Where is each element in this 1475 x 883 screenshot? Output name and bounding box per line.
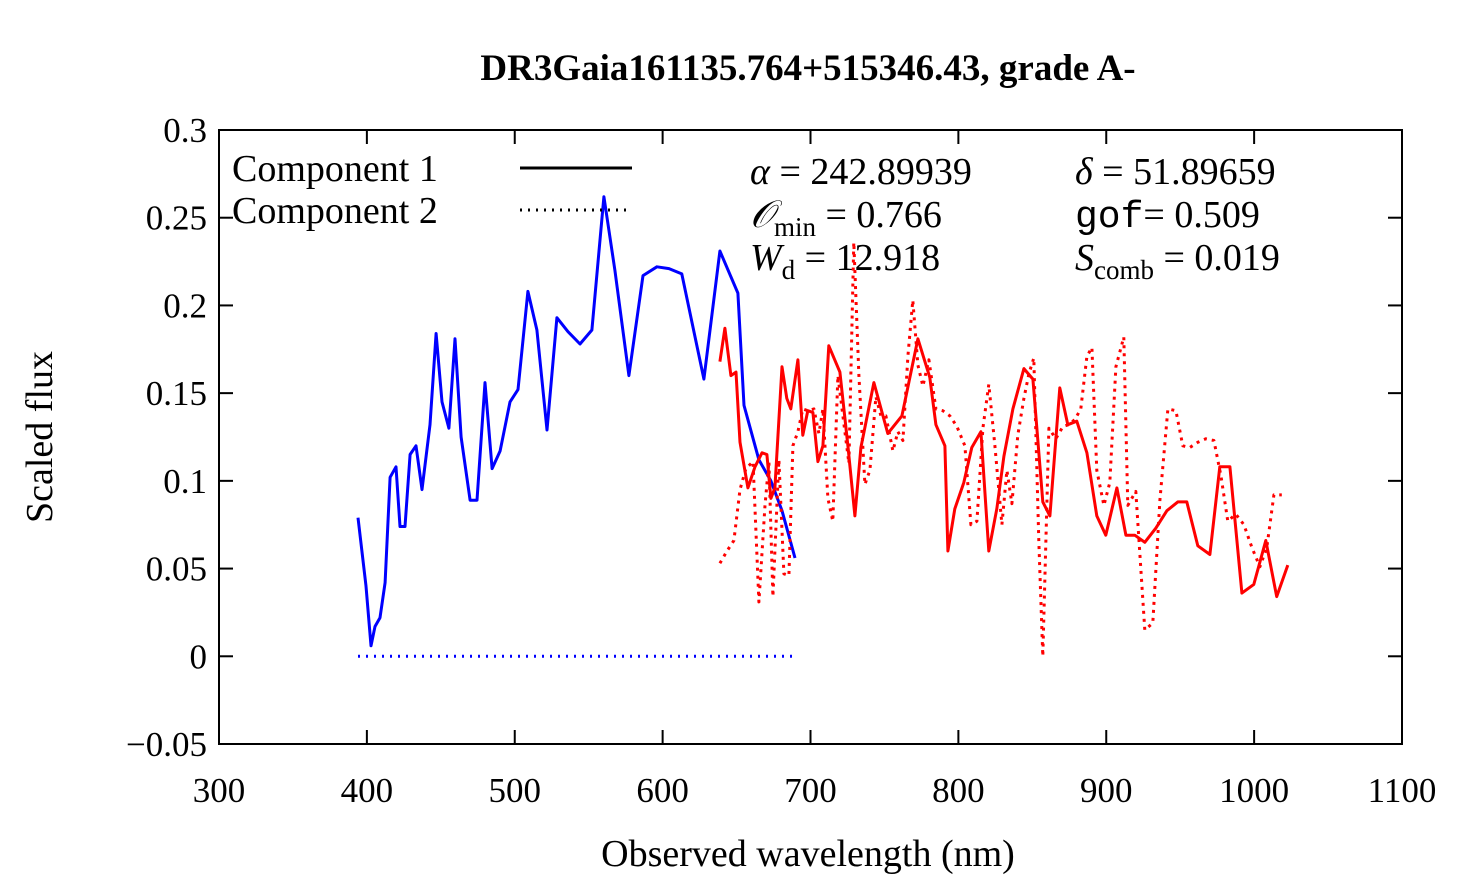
x-tick-label: 500 (489, 771, 542, 810)
annotation: Scomb = 0.019 (1075, 237, 1280, 285)
y-tick-label: 0 (190, 637, 208, 676)
x-tick-label: 1100 (1368, 771, 1437, 810)
y-tick-label: 0.05 (146, 550, 207, 589)
x-tick-label: 700 (784, 771, 837, 810)
annotation-text: = 0.509 (1143, 194, 1259, 236)
annotation: 𝒪min = 0.766 (750, 194, 942, 242)
annotation: δ = 51.89659 (1075, 151, 1276, 193)
x-tick-label: 600 (636, 771, 689, 810)
annotation-text: = 0.766 (816, 194, 942, 236)
y-tick-label: 0.15 (146, 374, 207, 413)
x-tick-label: 900 (1080, 771, 1133, 810)
annotation-text: = 242.89939 (770, 151, 972, 193)
annotation: Wd = 12.918 (750, 237, 940, 285)
annotation-text: = 0.019 (1154, 237, 1280, 279)
annotation: gof= 0.509 (1075, 194, 1260, 239)
x-tick-label: 1000 (1219, 771, 1289, 810)
chart-title: DR3Gaia161135.764+515346.43, grade A- (480, 48, 1135, 89)
y-tick-label: 0.25 (146, 199, 207, 238)
y-tick-label: −0.05 (126, 725, 207, 764)
annotation-subscript: d (782, 255, 796, 285)
x-axis-label: Observed wavelength (nm) (601, 833, 1015, 875)
annotation: α = 242.89939 (750, 151, 972, 193)
y-tick-label: 0.1 (163, 462, 207, 501)
annotation-text: = 51.89659 (1093, 151, 1276, 193)
annotation-symbol: α (750, 151, 771, 193)
annotation-subscript: min (774, 212, 817, 242)
y-axis-label: Scaled flux (19, 351, 61, 523)
y-tick-label: 0.2 (163, 286, 207, 325)
series-line (718, 240, 1282, 658)
x-tick-label: 800 (932, 771, 985, 810)
annotation-symbol: gof (1075, 196, 1143, 239)
x-tick-label: 400 (341, 771, 394, 810)
legend-label: Component 2 (232, 190, 438, 232)
x-tick-label: 300 (193, 771, 246, 810)
y-tick-label: 0.3 (163, 111, 207, 150)
annotations: α = 242.89939 δ = 51.89659 𝒪min = 0.766 gof… (750, 151, 1280, 285)
annotation-symbol: δ (1075, 151, 1094, 193)
annotation-symbol: W (750, 237, 785, 279)
series-line (356, 195, 797, 648)
annotation-subscript: comb (1094, 255, 1154, 285)
annotation-text: = 12.918 (795, 237, 940, 279)
series-line (718, 326, 1290, 599)
annotation-symbol: S (1075, 237, 1094, 279)
legend-label: Component 1 (232, 148, 438, 190)
